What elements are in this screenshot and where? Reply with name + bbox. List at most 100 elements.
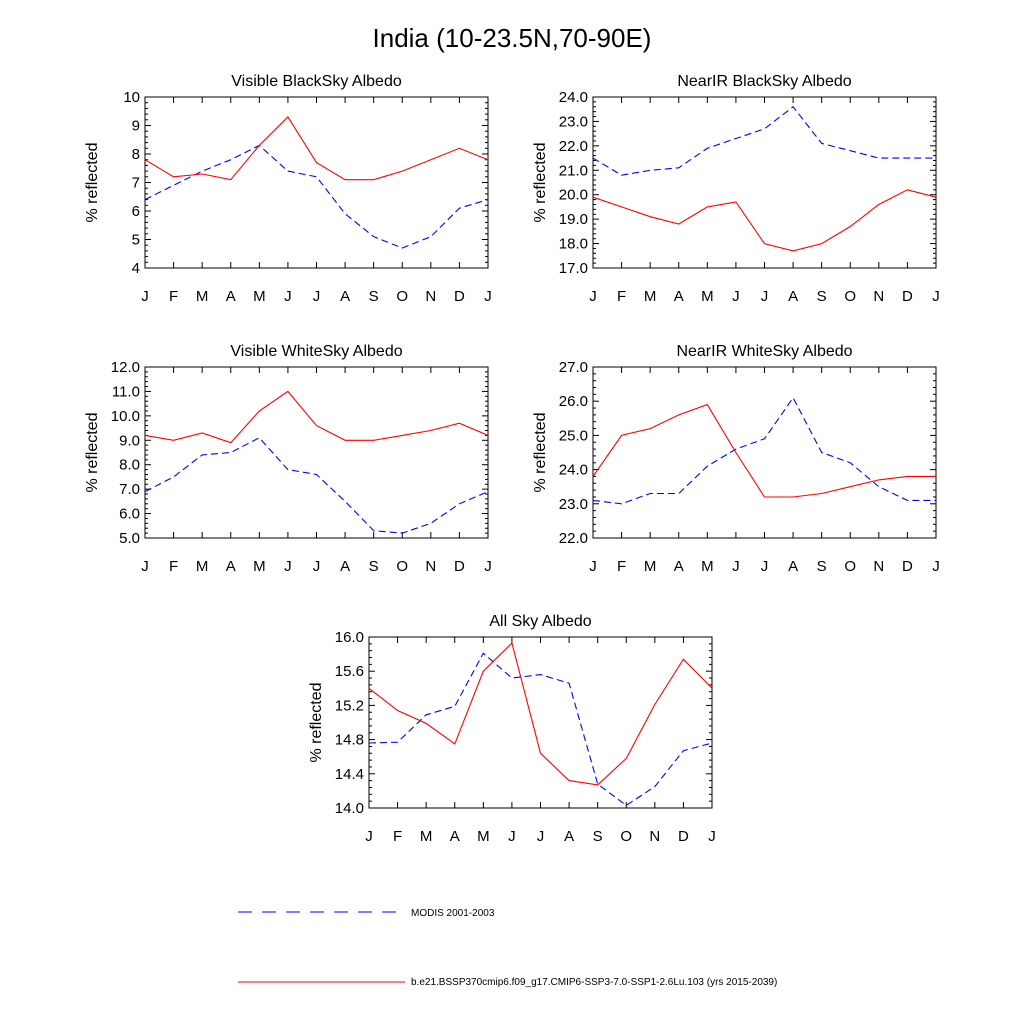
panel-nearir-whitesky-albedo-series-modis (592, 396, 936, 505)
page-title: India (10-23.5N,70-90E) (373, 23, 652, 53)
panel-all-sky-albedo-xtick-label: J (365, 828, 373, 845)
panel-nearir-blacksky-albedo-xtick-label: J (932, 288, 940, 305)
panel-visible-whitesky-albedo-ytick-label: 11.0 (112, 383, 140, 400)
panel-visible-whitesky-albedo-ytick-label: 10.0 (111, 408, 140, 425)
panel-nearir-whitesky-albedo-ytick-label: 24.0 (559, 462, 588, 479)
panel-nearir-whitesky-albedo-series-model (592, 403, 936, 498)
panel-visible-whitesky-albedo: Visible WhiteSky Albedo % reflected 5.0 6.0… (84, 343, 492, 575)
panel-visible-blacksky-albedo-series-model (144, 116, 489, 181)
panel-nearir-blacksky-albedo-title: NearIR BlackSky Albedo (677, 73, 851, 90)
panels: Visible BlackSky Albedo % reflected 4 5 6 7 8 9… (84, 73, 940, 845)
panel-nearir-blacksky-albedo-xtick-label: D (902, 288, 913, 305)
panel-visible-blacksky-albedo-xtick-label: M (253, 288, 266, 305)
panel-visible-blacksky-albedo: Visible BlackSky Albedo % reflected 4 5 6 7 8 9… (84, 73, 492, 305)
panel-visible-blacksky-albedo-xtick-label: A (226, 288, 236, 305)
panel-nearir-whitesky-albedo-xtick-label: A (788, 558, 798, 575)
panel-nearir-whitesky-albedo-title: NearIR WhiteSky Albedo (676, 343, 852, 360)
panel-nearir-whitesky-albedo-xtick-label: F (617, 558, 626, 575)
panel-nearir-whitesky-albedo-ytick-label: 26.0 (559, 393, 588, 410)
panel-visible-whitesky-albedo-xtick-label: J (484, 558, 492, 575)
panel-nearir-whitesky-albedo: NearIR WhiteSky Albedo % reflected 22.0 23.… (532, 343, 940, 575)
panel-visible-whitesky-albedo-ytick-label: 7.0 (119, 481, 140, 498)
panel-visible-whitesky-albedo-xtick-label: J (313, 558, 321, 575)
panel-all-sky-albedo-xtick-label: A (450, 828, 460, 845)
legend: MODIS 2001-2003 b.e21.BSSP370cmip6.f09_g… (238, 908, 777, 988)
panel-visible-blacksky-albedo-ytick-label: 7 (132, 175, 140, 192)
panel-visible-whitesky-albedo-ytick-label: 9.0 (119, 432, 140, 449)
panel-visible-whitesky-albedo-xtick-label: S (369, 558, 379, 575)
panel-visible-whitesky-albedo-series-model (144, 390, 489, 444)
panel-nearir-blacksky-albedo-xtick-label: M (644, 288, 657, 305)
panel-all-sky-albedo-ytick-label: 15.2 (335, 697, 364, 714)
panel-nearir-whitesky-albedo-xtick-label: J (732, 558, 740, 575)
panel-all-sky-albedo-series-modis (368, 652, 713, 807)
panel-nearir-whitesky-albedo-xtick-label: N (873, 558, 884, 575)
panel-visible-whitesky-albedo-xtick-label: J (141, 558, 149, 575)
panel-visible-whitesky-albedo-series-modis (144, 437, 489, 534)
panel-nearir-whitesky-albedo-xtick-label: M (644, 558, 657, 575)
panel-visible-blacksky-albedo-ytick-label: 9 (132, 118, 140, 135)
panel-nearir-whitesky-albedo-xtick-label: J (589, 558, 597, 575)
panel-nearir-blacksky-albedo-xtick-label: J (761, 288, 769, 305)
panel-visible-blacksky-albedo-title: Visible BlackSky Albedo (231, 73, 402, 90)
panel-visible-blacksky-albedo-ytick-label: 10 (123, 89, 140, 106)
panel-visible-blacksky-albedo-xtick-label: S (369, 288, 379, 305)
panel-visible-whitesky-albedo-ytick-label: 6.0 (119, 506, 140, 523)
panel-visible-blacksky-albedo-ytick-label: 4 (132, 260, 140, 277)
panel-nearir-whitesky-albedo-xtick-label: J (932, 558, 940, 575)
panel-visible-blacksky-albedo-ytick-label: 8 (132, 146, 140, 163)
panel-visible-blacksky-albedo-xtick-label: M (196, 288, 209, 305)
panel-nearir-blacksky-albedo-ytick-label: 24.0 (559, 89, 588, 106)
panel-all-sky-albedo-ylabel: % reflected (308, 682, 325, 762)
panel-visible-blacksky-albedo-ytick-label: 5 (132, 232, 140, 249)
panel-all-sky-albedo-ytick-label: 14.0 (335, 800, 364, 817)
panel-all-sky-albedo-ytick-label: 14.4 (335, 766, 364, 783)
panel-visible-whitesky-albedo-xtick-label: F (169, 558, 178, 575)
panel-all-sky-albedo-xtick-label: M (420, 828, 433, 845)
panel-visible-blacksky-albedo-xtick-label: J (141, 288, 149, 305)
panel-all-sky-albedo-frame (368, 636, 713, 809)
panel-all-sky-albedo-xtick-label: S (593, 828, 603, 845)
panel-nearir-blacksky-albedo-series-model (592, 189, 937, 252)
panel-all-sky-albedo-xtick-label: D (678, 828, 689, 845)
panel-nearir-whitesky-albedo-frame (592, 366, 937, 539)
panel-visible-whitesky-albedo-xtick-label: D (454, 558, 465, 575)
panel-visible-blacksky-albedo-series-modis (144, 144, 489, 249)
panel-nearir-whitesky-albedo-xtick-label: O (844, 558, 856, 575)
panel-visible-whitesky-albedo-ytick-label: 8.0 (119, 457, 140, 474)
panel-all-sky-albedo-xtick-label: F (393, 828, 402, 845)
panel-nearir-whitesky-albedo-xtick-label: J (761, 558, 769, 575)
panel-visible-whitesky-albedo-xtick-label: J (284, 558, 292, 575)
panel-nearir-whitesky-albedo-ytick-label: 23.0 (559, 496, 588, 513)
panel-visible-whitesky-albedo-xtick-label: N (425, 558, 436, 575)
panel-all-sky-albedo-xtick-label: J (708, 828, 716, 845)
panel-visible-blacksky-albedo-ylabel: % reflected (84, 142, 101, 222)
panel-nearir-blacksky-albedo-ytick-label: 17.0 (559, 260, 588, 277)
panel-nearir-whitesky-albedo-ytick-label: 27.0 (559, 359, 588, 376)
panel-visible-blacksky-albedo-xtick-label: A (340, 288, 350, 305)
legend-label-modis: MODIS 2001-2003 (411, 908, 495, 919)
panel-all-sky-albedo-series-model (368, 641, 713, 786)
panel-nearir-blacksky-albedo-xtick-label: F (617, 288, 626, 305)
legend-label-model: b.e21.BSSP370cmip6.f09_g17.CMIP6-SSP3-7.… (411, 977, 777, 988)
panel-nearir-blacksky-albedo-ytick-label: 19.0 (559, 211, 588, 228)
panel-nearir-whitesky-albedo-ytick-label: 22.0 (559, 530, 588, 547)
panel-visible-blacksky-albedo-frame (144, 96, 489, 269)
panel-nearir-blacksky-albedo-xtick-label: A (788, 288, 798, 305)
panel-nearir-blacksky-albedo-ylabel: % reflected (532, 142, 549, 222)
panel-nearir-whitesky-albedo-xtick-label: M (701, 558, 714, 575)
panel-visible-whitesky-albedo-frame (144, 366, 489, 539)
panel-all-sky-albedo-xtick-label: M (477, 828, 490, 845)
panel-nearir-blacksky-albedo-ytick-label: 20.0 (559, 187, 588, 204)
panel-nearir-whitesky-albedo-ylabel: % reflected (532, 412, 549, 492)
panel-visible-whitesky-albedo-xtick-label: O (396, 558, 408, 575)
panel-visible-blacksky-albedo-xtick-label: J (284, 288, 292, 305)
panel-nearir-whitesky-albedo-xtick-label: D (902, 558, 913, 575)
panel-nearir-blacksky-albedo-xtick-label: A (674, 288, 684, 305)
panel-visible-blacksky-albedo-ytick-label: 6 (132, 203, 140, 220)
panel-all-sky-albedo-xtick-label: J (508, 828, 516, 845)
panel-all-sky-albedo-ytick-label: 14.8 (335, 732, 364, 749)
panel-visible-blacksky-albedo-xtick-label: J (313, 288, 321, 305)
panel-visible-blacksky-albedo-xtick-label: J (484, 288, 492, 305)
